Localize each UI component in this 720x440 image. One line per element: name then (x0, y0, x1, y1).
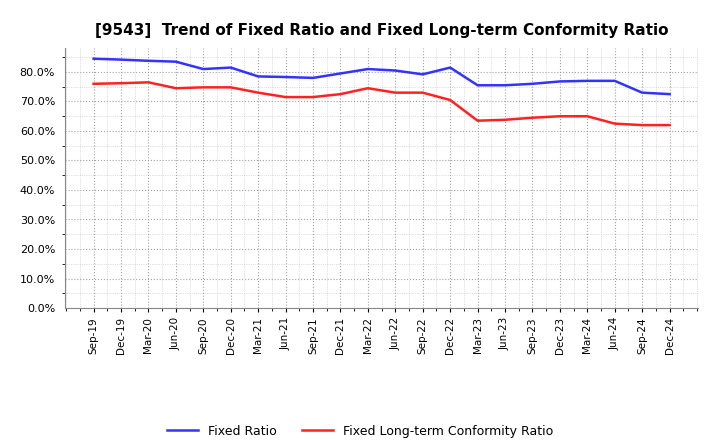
Fixed Long-term Conformity Ratio (638, 122, 647, 128)
Fixed Ratio (528, 81, 537, 86)
Fixed Ratio (89, 56, 98, 61)
Fixed Long-term Conformity Ratio (171, 86, 180, 91)
Fixed Ratio (144, 58, 153, 63)
Fixed Long-term Conformity Ratio (144, 80, 153, 85)
Fixed Ratio (117, 57, 125, 62)
Fixed Long-term Conformity Ratio (254, 90, 263, 95)
Fixed Ratio (282, 74, 290, 80)
Fixed Long-term Conformity Ratio (199, 84, 207, 90)
Fixed Ratio (254, 74, 263, 79)
Fixed Long-term Conformity Ratio (336, 92, 345, 97)
Fixed Ratio (364, 66, 372, 72)
Fixed Long-term Conformity Ratio (665, 122, 674, 128)
Line: Fixed Ratio: Fixed Ratio (94, 59, 670, 94)
Fixed Long-term Conformity Ratio (583, 114, 592, 119)
Fixed Long-term Conformity Ratio (89, 81, 98, 86)
Fixed Ratio (665, 92, 674, 97)
Fixed Ratio (199, 66, 207, 72)
Fixed Long-term Conformity Ratio (117, 81, 125, 86)
Fixed Long-term Conformity Ratio (611, 121, 619, 126)
Fixed Ratio (226, 65, 235, 70)
Fixed Long-term Conformity Ratio (391, 90, 400, 95)
Fixed Ratio (446, 65, 454, 70)
Fixed Long-term Conformity Ratio (309, 95, 318, 100)
Fixed Long-term Conformity Ratio (556, 114, 564, 119)
Fixed Ratio (473, 83, 482, 88)
Fixed Ratio (171, 59, 180, 64)
Line: Fixed Long-term Conformity Ratio: Fixed Long-term Conformity Ratio (94, 82, 670, 125)
Legend: Fixed Ratio, Fixed Long-term Conformity Ratio: Fixed Ratio, Fixed Long-term Conformity … (162, 420, 558, 440)
Fixed Long-term Conformity Ratio (364, 86, 372, 91)
Fixed Ratio (309, 75, 318, 81)
Fixed Long-term Conformity Ratio (473, 118, 482, 123)
Fixed Ratio (556, 79, 564, 84)
Fixed Ratio (336, 71, 345, 76)
Fixed Long-term Conformity Ratio (418, 90, 427, 95)
Fixed Long-term Conformity Ratio (446, 97, 454, 103)
Fixed Ratio (583, 78, 592, 84)
Fixed Ratio (418, 72, 427, 77)
Fixed Long-term Conformity Ratio (282, 95, 290, 100)
Title: [9543]  Trend of Fixed Ratio and Fixed Long-term Conformity Ratio: [9543] Trend of Fixed Ratio and Fixed Lo… (95, 22, 668, 37)
Fixed Ratio (500, 83, 509, 88)
Fixed Long-term Conformity Ratio (226, 84, 235, 90)
Fixed Long-term Conformity Ratio (528, 115, 537, 121)
Fixed Ratio (391, 68, 400, 73)
Fixed Ratio (638, 90, 647, 95)
Fixed Ratio (611, 78, 619, 84)
Fixed Long-term Conformity Ratio (500, 117, 509, 122)
